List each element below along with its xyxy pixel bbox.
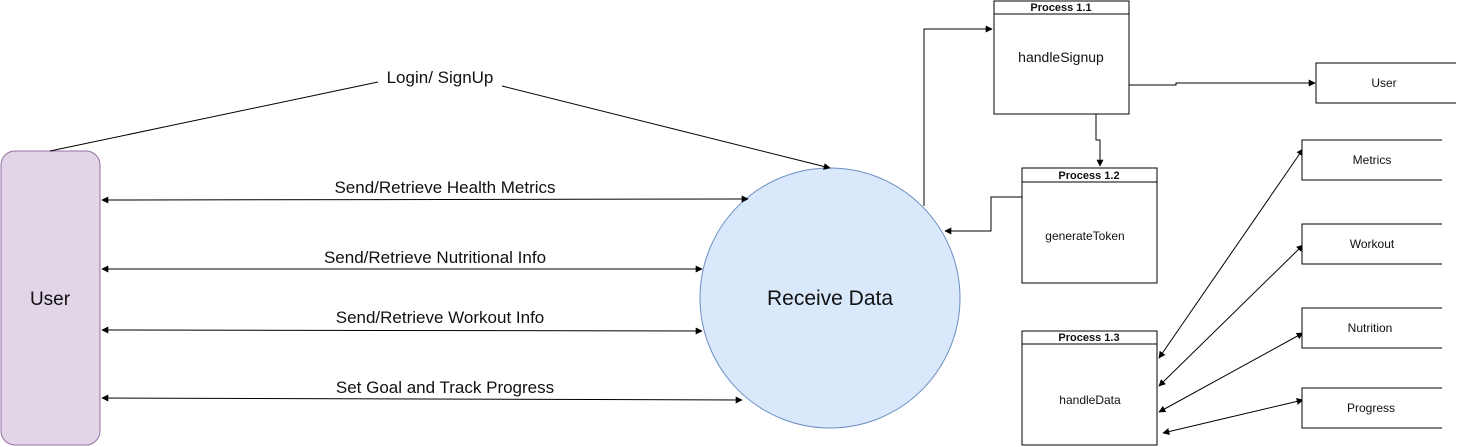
store-progress-label: Progress <box>1347 401 1395 415</box>
workout-info-label: Send/Retrieve Workout Info <box>336 308 545 327</box>
receive-to-signup-arrow <box>923 25 993 206</box>
store-nutrition-label: Nutrition <box>1348 321 1393 335</box>
process-1-3-header: Process 1.3 <box>1058 332 1119 344</box>
store-workout[interactable]: Workout <box>1301 223 1442 265</box>
process-1-2[interactable]: Process 1.2 generateToken <box>1021 167 1158 284</box>
store-metrics-shape <box>1301 139 1442 181</box>
health-metrics-label: Send/Retrieve Health Metrics <box>334 178 555 197</box>
store-progress[interactable]: Progress <box>1301 387 1442 429</box>
login-signup-arrow <box>501 85 831 170</box>
process-1-3[interactable]: Process 1.3 handleData <box>1021 330 1158 446</box>
workout-info-flow: Send/Retrieve Workout Info <box>101 308 703 335</box>
user-entity-label: User <box>30 289 71 310</box>
signup-to-token-arrow <box>1095 114 1104 167</box>
health-metrics-flow: Send/Retrieve Health Metrics <box>101 178 749 204</box>
process-1-2-header: Process 1.2 <box>1058 170 1119 182</box>
data-workout-flow <box>1158 244 1304 387</box>
process-1-1[interactable]: Process 1.1 handleSignup <box>993 0 1130 115</box>
store-user-label: User <box>1371 76 1396 90</box>
process-1-2-box <box>1021 167 1158 284</box>
data-metrics-flow <box>1158 148 1304 359</box>
store-workout-shape <box>1301 223 1442 265</box>
store-progress-shape <box>1301 387 1442 429</box>
store-metrics-label: Metrics <box>1353 153 1392 167</box>
store-nutrition[interactable]: Nutrition <box>1301 307 1442 349</box>
health-metrics-line <box>101 195 749 204</box>
nutritional-info-label: Send/Retrieve Nutritional Info <box>324 248 546 267</box>
token-to-receive-arrow <box>944 196 1022 235</box>
login-signup-flow: Login/ SignUp <box>49 68 831 170</box>
login-signup-line <box>49 81 379 152</box>
process-1-1-header: Process 1.1 <box>1030 2 1091 14</box>
nutritional-info-flow: Send/Retrieve Nutritional Info <box>101 248 703 273</box>
process-1-2-name: generateToken <box>1045 229 1124 243</box>
data-nutrition-flow <box>1158 332 1304 413</box>
store-nutrition-shape <box>1301 307 1442 349</box>
process-1-3-box <box>1021 330 1158 446</box>
store-user[interactable]: User <box>1315 62 1456 104</box>
workout-info-line <box>101 326 703 335</box>
data-progress-flow <box>1162 398 1304 435</box>
store-metrics[interactable]: Metrics <box>1301 139 1442 181</box>
process-1-3-name: handleData <box>1059 393 1121 407</box>
login-signup-label: Login/ SignUp <box>387 68 494 87</box>
store-user-shape <box>1315 62 1456 104</box>
goal-progress-flow: Set Goal and Track Progress <box>101 378 743 404</box>
process-1-1-name: handleSignup <box>1018 49 1104 65</box>
goal-progress-label: Set Goal and Track Progress <box>336 378 554 397</box>
goal-progress-line <box>101 394 743 404</box>
store-workout-label: Workout <box>1350 237 1395 251</box>
process-1-1-box <box>993 0 1130 115</box>
signup-to-user-store-arrow <box>1129 79 1316 87</box>
user-entity[interactable]: User <box>0 150 101 446</box>
receive-data-label: Receive Data <box>767 287 893 310</box>
receive-data-process[interactable]: Receive Data <box>699 167 961 429</box>
